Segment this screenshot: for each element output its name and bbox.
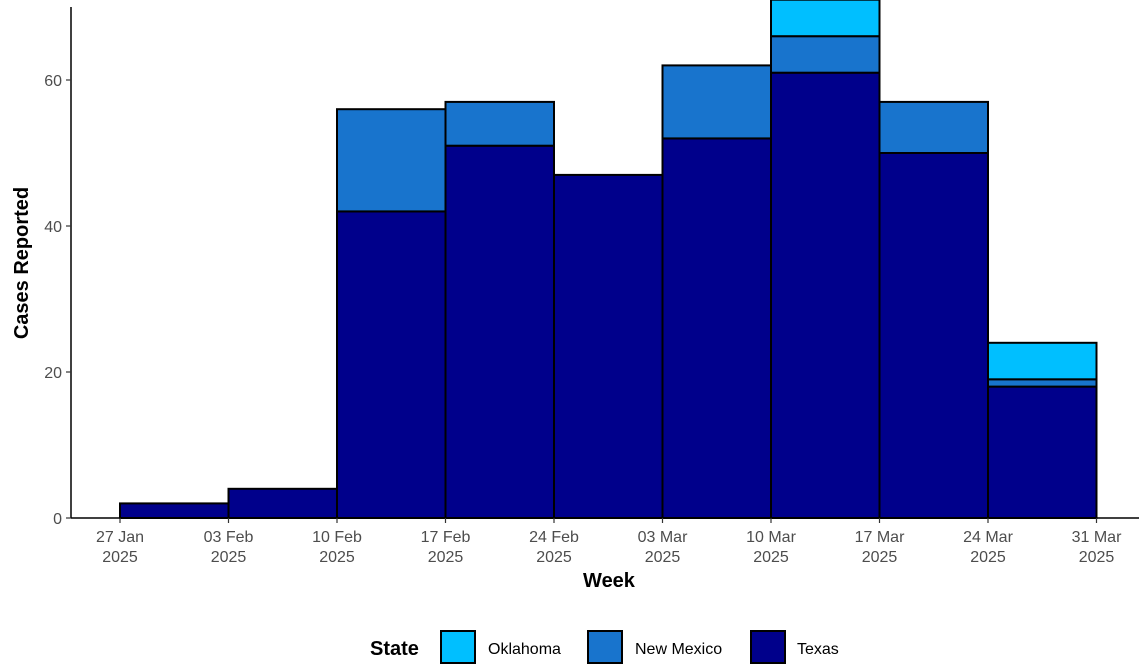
bar-segment-texas-week-6 bbox=[661, 137, 772, 519]
legend-title: State bbox=[370, 638, 419, 660]
legend-key-oklahoma bbox=[440, 630, 476, 664]
bar-segment-texas-week-4 bbox=[444, 144, 555, 519]
axes-layer bbox=[70, 7, 1139, 519]
x-tick-label: 10 Mar 2025 bbox=[746, 529, 796, 566]
legend: State Oklahoma New Mexico Texas bbox=[370, 630, 839, 664]
x-tick-label: 17 Mar 2025 bbox=[855, 529, 905, 566]
y-ticks-layer: 0 20 40 60 bbox=[44, 73, 71, 528]
y-axis-title: Cases Reported bbox=[11, 187, 33, 339]
x-tick-label: 31 Mar 2025 bbox=[1072, 529, 1122, 566]
legend-label-new-mexico: New Mexico bbox=[635, 641, 722, 658]
bar-segment-new-mexico-week-3 bbox=[336, 108, 447, 213]
bar-segment-oklahoma-week-7 bbox=[770, 0, 881, 38]
legend-label-oklahoma: Oklahoma bbox=[488, 641, 561, 658]
x-axis-title: Week bbox=[583, 570, 636, 592]
bar-segment-texas-week-8 bbox=[878, 152, 989, 519]
legend-key-new-mexico bbox=[587, 630, 623, 664]
y-tick-label: 40 bbox=[44, 219, 62, 236]
x-tick-label: 17 Feb 2025 bbox=[421, 529, 471, 566]
x-tick-label: 03 Mar 2025 bbox=[638, 529, 688, 566]
bar-segment-new-mexico-week-8 bbox=[878, 100, 989, 154]
bars-layer bbox=[119, 0, 1098, 519]
y-tick-label: 20 bbox=[44, 365, 62, 382]
bar-segment-new-mexico-week-7 bbox=[770, 35, 881, 74]
x-tick-label: 24 Mar 2025 bbox=[963, 529, 1013, 566]
legend-key-texas bbox=[750, 630, 786, 664]
x-tick-label: 24 Feb 2025 bbox=[529, 529, 579, 566]
y-tick-label: 0 bbox=[53, 511, 62, 528]
bar-segment-new-mexico-week-4 bbox=[444, 100, 555, 147]
y-tick-label: 60 bbox=[44, 73, 62, 90]
bar-segment-texas-week-1 bbox=[119, 502, 230, 519]
x-tick-label: 27 Jan 2025 bbox=[96, 529, 144, 566]
legend-label-texas: Texas bbox=[797, 641, 839, 658]
bar-segment-texas-week-3 bbox=[336, 210, 447, 519]
x-tick-label: 10 Feb 2025 bbox=[312, 529, 362, 566]
bar-segment-new-mexico-week-9 bbox=[987, 378, 1098, 388]
bar-segment-texas-week-7 bbox=[770, 71, 881, 519]
bar-segment-oklahoma-week-9 bbox=[987, 341, 1098, 381]
x-tick-label: 03 Feb 2025 bbox=[204, 529, 254, 566]
bar-segment-new-mexico-week-6 bbox=[661, 64, 772, 140]
bar-segment-texas-week-5 bbox=[553, 173, 664, 519]
bar-segment-texas-week-2 bbox=[227, 487, 338, 519]
bar-segment-texas-week-9 bbox=[987, 385, 1098, 519]
x-ticks-layer: 27 Jan 2025 03 Feb 2025 10 Feb 2025 17 Feb 2025… bbox=[96, 518, 1122, 566]
